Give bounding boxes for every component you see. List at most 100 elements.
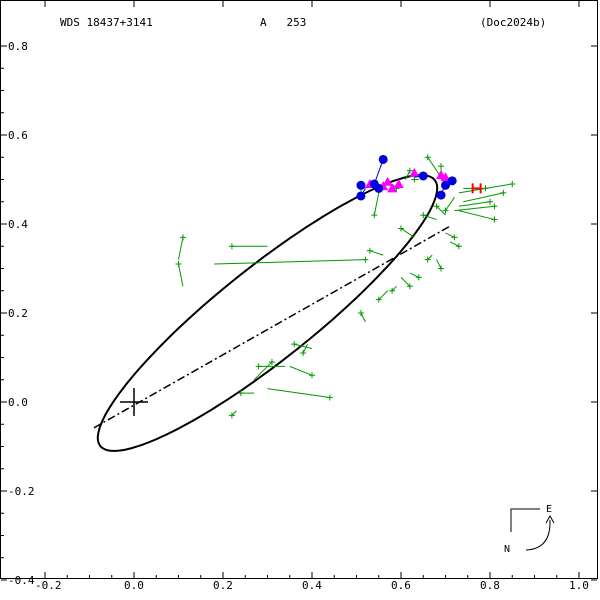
micrometer-point xyxy=(451,234,458,241)
micrometer-residual xyxy=(289,365,313,376)
compass: E N xyxy=(504,504,555,555)
micrometer-residual xyxy=(400,228,415,238)
micrometer-point xyxy=(371,212,378,219)
micrometer-point xyxy=(433,203,440,210)
micrometer-point xyxy=(237,390,244,397)
axis-tick-labels: -0.2 0.0 0.2 0.4 0.6 0.8 1.0 0.8 0.6 0.4 0.2 0.0 -0.… xyxy=(8,40,589,592)
micrometer-residual xyxy=(463,192,504,203)
micrometer-point xyxy=(357,310,364,316)
micrometer-point xyxy=(500,189,507,196)
micrometer-point xyxy=(228,243,235,250)
plot-frame xyxy=(0,0,598,579)
micrometer-residual xyxy=(369,250,384,256)
micrometer-residual xyxy=(400,277,411,287)
micrometer-point xyxy=(375,296,382,303)
x-tick-label: 0.0 xyxy=(124,579,144,592)
micrometer-point xyxy=(300,350,307,357)
micrometer-point xyxy=(491,216,498,223)
micrometer-residual xyxy=(436,205,446,216)
speckle-point xyxy=(441,180,450,190)
component-label: A 253 xyxy=(260,16,306,29)
micrometer-residual xyxy=(445,232,455,238)
speckle-point xyxy=(356,191,366,201)
micrometer-point xyxy=(389,287,396,294)
micrometer-point xyxy=(442,207,449,214)
speckle-point xyxy=(374,183,384,193)
interferometric-point xyxy=(393,178,404,188)
interferometric-point xyxy=(382,176,393,186)
x-tick-label: -0.2 xyxy=(35,579,62,592)
micrometer-residual xyxy=(373,192,380,216)
micrometer-point xyxy=(411,176,418,183)
orbit-layer xyxy=(93,174,451,452)
line-of-nodes xyxy=(93,225,451,429)
observations-layer xyxy=(175,154,516,419)
interferometric-point xyxy=(387,183,398,193)
orbit-ellipse xyxy=(96,174,439,452)
compass-north-label: N xyxy=(504,544,510,555)
micrometer-residual xyxy=(267,388,330,399)
interferometric-point xyxy=(409,167,420,177)
micrometer-point xyxy=(398,225,404,232)
micrometer-residual xyxy=(405,170,411,180)
y-tick-label: 0.6 xyxy=(8,129,28,142)
y-tick-label: 0.0 xyxy=(8,396,28,409)
micrometer-residual xyxy=(360,312,366,323)
system-label: WDS 18437+3141 xyxy=(60,16,153,29)
micrometer-residual xyxy=(409,272,420,278)
micrometer-point xyxy=(406,283,413,290)
micrometer-point xyxy=(438,265,445,272)
micrometer-residual xyxy=(458,210,495,221)
x-tick-label: 1.0 xyxy=(569,579,589,592)
micrometer-point xyxy=(455,243,462,250)
speckle-point xyxy=(356,180,366,190)
micrometer-residual xyxy=(294,343,313,350)
micrometer-residual xyxy=(378,290,389,301)
micrometer-residual xyxy=(436,259,442,269)
speckle-point xyxy=(436,190,446,200)
micrometer-point xyxy=(438,163,445,170)
micrometer-point xyxy=(175,261,182,268)
micrometer-residual xyxy=(454,205,495,212)
micrometer-point xyxy=(366,247,373,254)
x-tick-label: 0.6 xyxy=(391,579,411,592)
micrometer-point xyxy=(268,358,275,365)
micrometer-point xyxy=(228,412,235,419)
micrometer-point xyxy=(482,185,489,192)
x-tick-label: 0.8 xyxy=(480,579,500,592)
compass-axes xyxy=(510,508,540,532)
micrometer-residual xyxy=(423,214,437,221)
compass-arrow-head xyxy=(545,514,555,524)
compass-arrow-arc xyxy=(525,519,551,551)
micrometer-point xyxy=(255,363,262,370)
micrometer-point xyxy=(487,198,493,205)
micrometer-point xyxy=(491,203,498,210)
micrometer-residual xyxy=(458,201,491,207)
micrometer-point xyxy=(415,274,422,281)
micrometer-point xyxy=(326,394,333,401)
y-tick-label: 0.2 xyxy=(8,307,28,320)
micrometer-residual xyxy=(178,263,184,287)
micrometer-point xyxy=(362,256,369,263)
micrometer-point xyxy=(424,154,431,161)
micrometer-point xyxy=(179,234,186,241)
micrometer-point xyxy=(420,212,427,219)
micrometer-residual xyxy=(427,254,433,260)
y-tick-label: -0.4 xyxy=(8,574,35,587)
micrometer-residual xyxy=(449,241,460,247)
micrometer-residual xyxy=(178,237,184,260)
micrometer-residual xyxy=(214,259,366,265)
micrometer-point xyxy=(309,372,315,379)
axis-ticks xyxy=(1,1,597,581)
micrometer-point xyxy=(406,167,413,174)
micrometer-point xyxy=(291,341,298,348)
y-tick-label: 0.4 xyxy=(8,218,28,231)
speckle-point xyxy=(378,154,388,164)
micrometer-residual xyxy=(391,285,397,292)
speckle-point xyxy=(447,176,457,186)
x-tick-label: 0.4 xyxy=(302,579,322,592)
y-tick-label: -0.2 xyxy=(8,485,35,498)
x-tick-label: 0.2 xyxy=(213,579,233,592)
micrometer-residual xyxy=(445,197,455,211)
